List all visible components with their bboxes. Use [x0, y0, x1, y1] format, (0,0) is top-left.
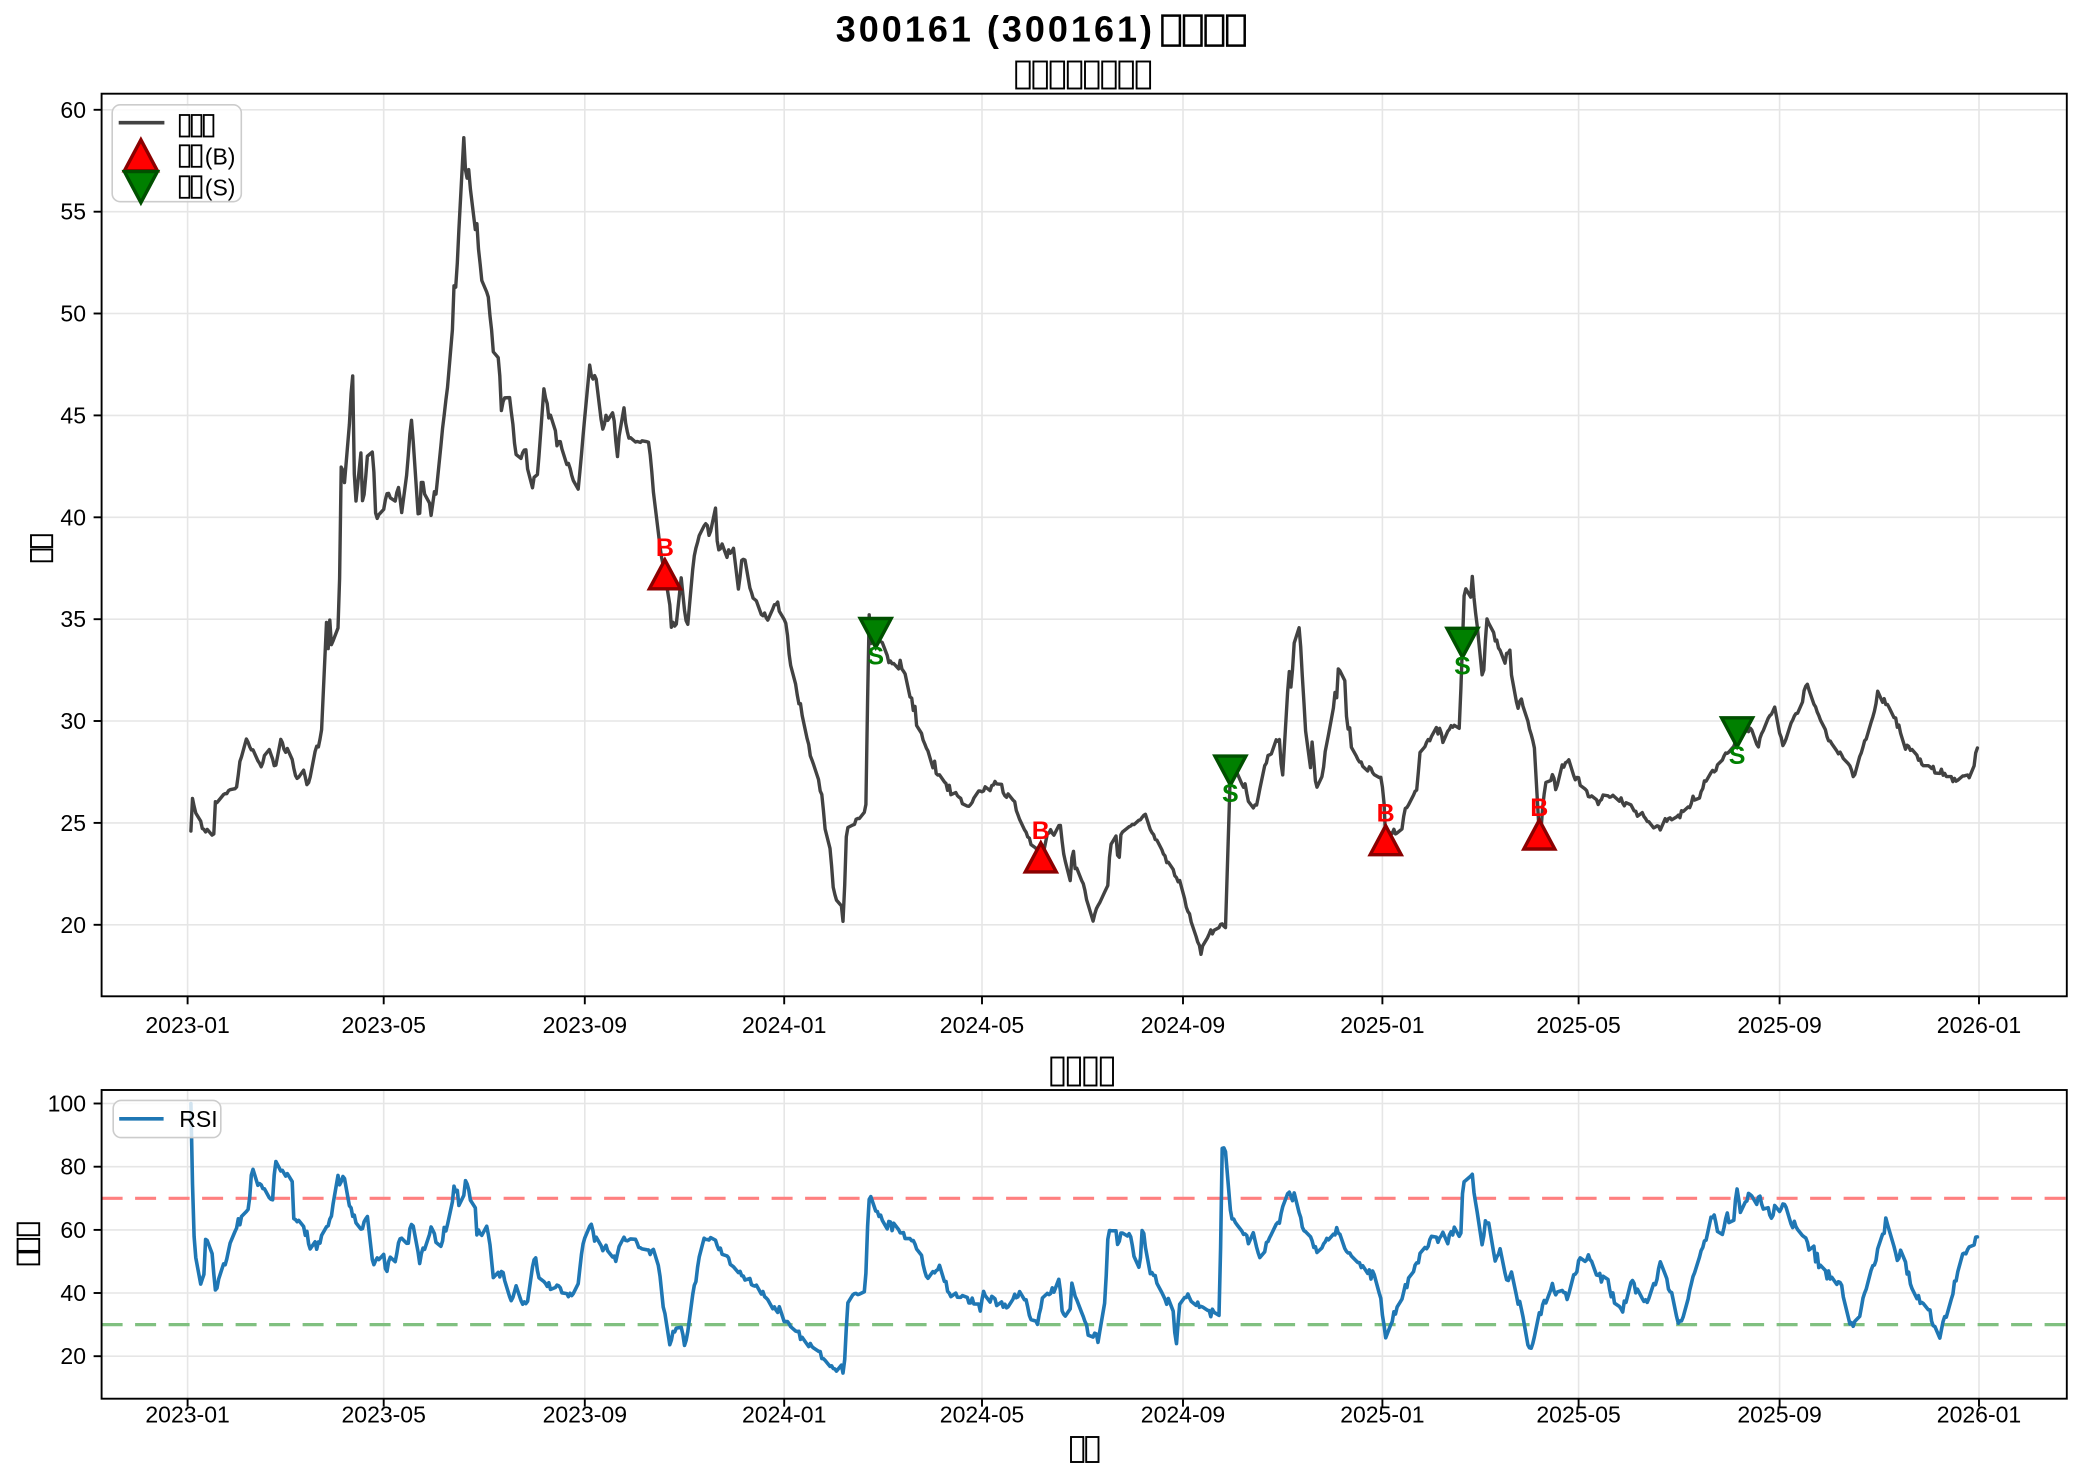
svg-text:35: 35: [60, 606, 86, 632]
svg-text:50: 50: [60, 301, 86, 327]
svg-text:40: 40: [60, 1280, 86, 1306]
svg-text:2023-05: 2023-05: [341, 1402, 425, 1428]
svg-text:25: 25: [60, 810, 86, 836]
svg-text:2024-05: 2024-05: [940, 1402, 1024, 1428]
svg-text:S: S: [1729, 742, 1746, 770]
svg-text:2024-09: 2024-09: [1141, 1012, 1225, 1038]
svg-text:2024-05: 2024-05: [940, 1012, 1024, 1038]
svg-text:2025-05: 2025-05: [1536, 1012, 1620, 1038]
svg-text:2024-01: 2024-01: [742, 1402, 826, 1428]
svg-text:55: 55: [60, 199, 86, 225]
svg-text:2026-01: 2026-01: [1937, 1402, 2021, 1428]
svg-text:20: 20: [60, 1343, 86, 1369]
svg-text:2025-01: 2025-01: [1340, 1402, 1424, 1428]
svg-text:40: 40: [60, 504, 86, 530]
svg-text:B: B: [1530, 794, 1548, 822]
svg-text:20: 20: [60, 912, 86, 938]
svg-text:RSI: RSI: [179, 1106, 217, 1132]
svg-text:2024-09: 2024-09: [1141, 1402, 1225, 1428]
svg-text:(S): (S): [205, 174, 236, 200]
svg-text:B: B: [1377, 800, 1395, 828]
svg-text:S: S: [1222, 780, 1239, 808]
svg-text:2025-01: 2025-01: [1340, 1012, 1424, 1038]
svg-text:B: B: [1032, 817, 1050, 845]
svg-text:60: 60: [60, 1217, 86, 1243]
svg-text:2023-09: 2023-09: [543, 1402, 627, 1428]
svg-text:80: 80: [60, 1154, 86, 1180]
svg-text:2025-05: 2025-05: [1536, 1402, 1620, 1428]
svg-text:60: 60: [60, 97, 86, 123]
svg-text:2023-05: 2023-05: [341, 1012, 425, 1038]
svg-text:100: 100: [48, 1091, 86, 1117]
svg-text:(B): (B): [205, 143, 236, 169]
svg-text:2025-09: 2025-09: [1737, 1012, 1821, 1038]
svg-text:2026-01: 2026-01: [1937, 1012, 2021, 1038]
svg-text:30: 30: [60, 708, 86, 734]
svg-text:2023-01: 2023-01: [145, 1402, 229, 1428]
svg-text:2024-01: 2024-01: [742, 1012, 826, 1038]
svg-text:S: S: [1454, 652, 1471, 680]
svg-text:2023-01: 2023-01: [145, 1012, 229, 1038]
svg-text:B: B: [656, 534, 674, 562]
svg-text:2025-09: 2025-09: [1737, 1402, 1821, 1428]
svg-text:S: S: [867, 643, 884, 671]
svg-text:300161 (300161): 300161 (300161): [836, 9, 1155, 50]
svg-text:2023-09: 2023-09: [543, 1012, 627, 1038]
svg-text:45: 45: [60, 402, 86, 428]
